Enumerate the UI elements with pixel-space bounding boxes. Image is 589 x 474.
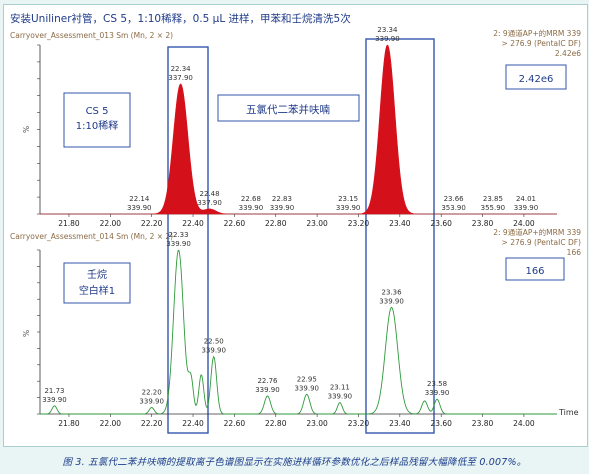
panel2-x-tick-label: 22.40 (182, 419, 204, 428)
peak-label-mz: 339.90 (201, 347, 226, 355)
panel1-file-label: Carryover_Assessment_013 Sm (Mn, 2 × 2) (10, 31, 173, 40)
panel1-x-tick-label: 23.80 (472, 219, 494, 228)
peak-label-mz: 339.90 (270, 204, 295, 212)
peak-label-rt: 22.83 (272, 195, 292, 203)
panel2-x-tick-label: 23.40 (389, 419, 411, 428)
panel2-y-label: % (22, 330, 31, 337)
peak-label-rt: 22.34 (171, 65, 192, 73)
chromatogram-panel: 安装Uniliner衬管，CS 5，1:10稀释，0.5 μL 进样，甲苯和壬烷… (3, 4, 588, 447)
panel1-info-line2: > 276.9 (PentaIC DF) (502, 39, 582, 48)
peak-label-rt: 24.01 (516, 195, 536, 203)
panel1-x-tick-label: 22.20 (141, 219, 163, 228)
peak-label-rt: 23.15 (338, 195, 358, 203)
peak-label-rt: 22.76 (257, 377, 278, 385)
panel2-x-tick-label: 22.60 (224, 419, 246, 428)
panel2-file-label: Carryover_Assessment_014 Sm (Mn, 2 × 2) (10, 232, 173, 241)
panel1-trace (40, 44, 557, 215)
panel2-info-line1: 2: 9通道AP+的MRM 339 (493, 227, 581, 237)
figure-title: 安装Uniliner衬管，CS 5，1:10稀释，0.5 μL 进样，甲苯和壬烷… (10, 12, 351, 25)
panel2-x-axis-label: Time (558, 408, 579, 417)
peak-label-rt: 22.68 (241, 195, 261, 203)
peak-label-rt: 23.85 (483, 195, 503, 203)
panel1-x-tick-label: 23.40 (389, 219, 411, 228)
panel2-x-tick-label: 22.20 (141, 419, 163, 428)
panel1-x-tick-label: 23.20 (348, 219, 370, 228)
panel2-info-line2: > 276.9 (PentaIC DF) (502, 238, 582, 247)
peak-label-mz: 339.90 (379, 297, 404, 305)
peak-label-rt: 23.34 (377, 26, 398, 34)
panel2-annotation-line2: 空白样1 (79, 284, 115, 297)
peak-window-box-1 (167, 46, 209, 434)
peak-label-rt: 22.20 (142, 388, 162, 396)
chromatogram-chart: 安装Uniliner衬管，CS 5，1:10稀释，0.5 μL 进样，甲苯和壬烷… (10, 12, 582, 434)
panel2-x-tick-label: 21.80 (58, 419, 80, 428)
peak-label-rt: 23.36 (382, 288, 403, 296)
panel2-x-tick-label: 22.00 (100, 419, 122, 428)
panel2-info-line3: 166 (567, 248, 582, 257)
peak-label-mz: 339.90 (255, 386, 280, 394)
peak-label-mz: 339.90 (139, 397, 164, 405)
compound-label: 五氯代二苯并呋喃 (246, 103, 330, 116)
peak-label-rt: 23.11 (330, 384, 350, 392)
panel1-x-tick-label: 22.80 (265, 219, 287, 228)
peak-label-rt: 23.58 (427, 380, 447, 388)
figure-caption: 图 3. 五氯代二苯并呋喃的提取离子色谱图显示在实施进样循环参数优化之后样品残留… (62, 457, 527, 468)
panel1-x-tick-label: 22.40 (182, 219, 204, 228)
panel2-x-tick-label: 23.60 (430, 419, 452, 428)
peak-label-mz: 339.90 (375, 35, 400, 43)
peak-label-mz: 339.90 (295, 384, 320, 392)
peak-label-mz: 355.90 (481, 204, 506, 212)
panel2-intensity-box (505, 257, 565, 281)
panel2-annotation-box (63, 262, 131, 304)
peak-label-mz: 339.90 (336, 204, 361, 212)
peak-label-mz: 337.90 (168, 74, 193, 82)
panel2-x-tick-label: 23.20 (348, 419, 370, 428)
panel2-x-tick-label: 24.00 (513, 419, 535, 428)
peak-label-mz: 353.90 (441, 204, 466, 212)
compound-label-box (217, 94, 360, 122)
peak-label-mz: 339.90 (239, 204, 264, 212)
peak-label-mz: 339.90 (127, 204, 152, 212)
peak-label-mz: 339.90 (425, 389, 450, 397)
panel1-x-tick-label: 23.00 (306, 219, 328, 228)
panel1-x-tick-label: 23.60 (430, 219, 452, 228)
peak-label-rt: 21.73 (44, 387, 64, 395)
panel2-x-tick-label: 23.00 (306, 419, 328, 428)
panel1-intensity: 2.42e6 (519, 74, 554, 85)
peak-label-mz: 339.90 (166, 240, 191, 248)
panel1-x-tick-label: 22.60 (224, 219, 246, 228)
peak-label-rt: 22.48 (200, 190, 220, 198)
panel1-y-label: % (22, 126, 31, 133)
peak-label-mz: 339.90 (42, 396, 67, 404)
panel1-x-tick-label: 22.00 (100, 219, 122, 228)
plot-layer: 21.80 22.00 22.20 22.40 22.60 22.80 23.00 23.20… (37, 26, 557, 428)
peak-label-mz: 339.90 (514, 204, 539, 212)
peak-label-rt: 22.95 (297, 375, 317, 383)
panel2-intensity: 166 (525, 266, 544, 277)
panel1-x-tick-label: 24.00 (513, 219, 535, 228)
peak-label-rt: 22.14 (129, 195, 150, 203)
peak-label-mz: 337.90 (197, 199, 222, 207)
panel1-intensity-box (505, 64, 567, 90)
panel1-info-line3: 2.42e6 (555, 49, 581, 58)
panel2-trace (40, 249, 557, 415)
panel2-x-tick-label: 23.80 (472, 419, 494, 428)
peak-window-box-2 (365, 38, 435, 434)
panel1-x-tick-label: 21.80 (58, 219, 80, 228)
panel1-annotation-line1: CS 5 (86, 106, 109, 117)
panel1-annotation-line2: 1:10稀释 (76, 119, 118, 132)
peak-label-mz: 339.90 (328, 393, 353, 401)
panel1-info-line1: 2: 9通道AP+的MRM 339 (493, 28, 581, 38)
panel2-x-tick-label: 22.80 (265, 419, 287, 428)
peak-label-rt: 22.50 (204, 338, 224, 346)
peak-label-rt: 23.66 (444, 195, 465, 203)
peak-label-rt: 22.33 (169, 231, 189, 239)
panel2-annotation-line1: 壬烷 (87, 268, 107, 281)
panel1-annotation-box (63, 92, 131, 148)
